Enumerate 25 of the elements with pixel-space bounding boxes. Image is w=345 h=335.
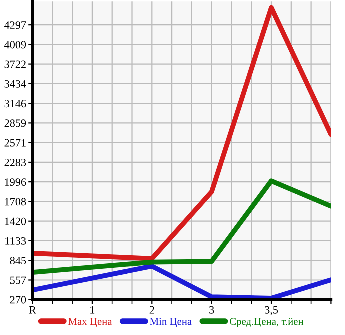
y-tick-label: 845 <box>10 257 26 265</box>
legend-label: Max Цена <box>68 318 112 328</box>
y-tick-label: 1708 <box>5 198 26 206</box>
line-series <box>32 178 332 275</box>
legend-label: Min Цена <box>150 318 192 328</box>
y-tick-label: 3722 <box>4 60 26 68</box>
line-series <box>32 5 332 262</box>
y-tick-label: 3434 <box>4 80 26 88</box>
x-tick-label: R <box>29 306 36 314</box>
y-tick-label: 1133 <box>6 237 26 245</box>
x-tick-label: 3 <box>210 306 214 314</box>
y-tick-label: 2859 <box>4 120 26 128</box>
x-tick-label: 3,5 <box>265 306 278 316</box>
y-tick-label: 1996 <box>5 178 26 186</box>
y-tick-label: 4009 <box>4 41 26 49</box>
y-tick-label: 2571 <box>4 139 26 147</box>
y-tick-label: 557 <box>10 276 26 284</box>
x-tick-label: 2 <box>150 306 154 314</box>
y-tick-label: 270 <box>10 296 26 304</box>
legend-label: Сред.Цена, т.йен <box>230 318 304 328</box>
x-tick-label: 1 <box>90 306 95 314</box>
y-tick-label: 4297 <box>4 22 26 30</box>
y-tick-label: 3146 <box>4 100 26 108</box>
y-tick-label: 2283 <box>4 158 26 166</box>
y-tick-label: 1420 <box>5 218 26 226</box>
